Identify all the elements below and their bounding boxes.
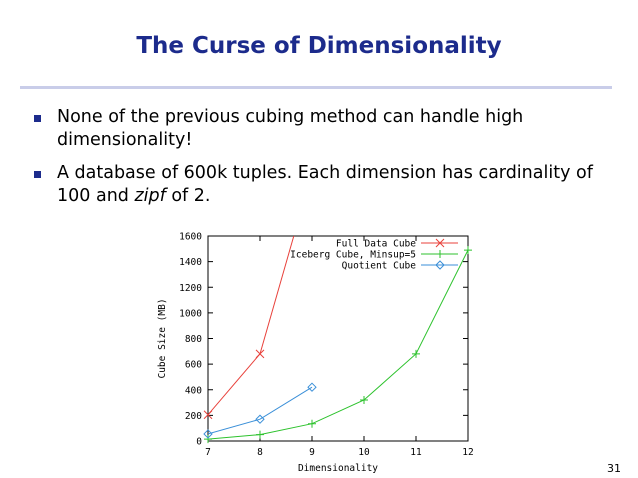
x-tick-label: 11 [410,447,422,458]
y-tick-label: 1600 [179,232,202,243]
bullet-item: None of the previous cubing method can h… [34,106,594,152]
y-tick-label: 1000 [179,308,202,319]
data-point-quotient-cube [307,382,317,392]
slide-title: The Curse of Dimensionality [136,33,502,59]
x-axis-label: Dimensionality [298,463,378,473]
x-tick-label: 10 [358,447,370,458]
square-bullet-icon [34,171,41,178]
data-point-iceberg-cube-minsup-5 [308,419,316,428]
y-tick-label: 1400 [179,257,202,268]
chart-svg: 0 200 400 600 800 1000 1200 1400 1600 7 8 9 10 11 12 Di… [157,232,474,475]
bullet-text: None of the previous cubing method can h… [57,107,524,150]
data-point-quotient-cube [203,429,213,439]
series-line-iceberg-cube-minsup-5 [208,249,468,440]
legend-marker-quotient-cube [435,260,445,270]
data-point-iceberg-cube-minsup-5 [256,430,264,439]
data-point-quotient-cube [255,414,265,424]
data-point-iceberg-cube-minsup-5 [360,396,368,404]
data-point-iceberg-cube-minsup-5 [412,349,420,358]
series-line-quotient-cube [208,386,313,435]
data-point-full-data-cube [203,410,213,420]
plot-frame [207,235,469,442]
data-point-iceberg-cube-minsup-5 [464,246,472,255]
data-point-full-data-cube [255,349,265,359]
y-tick-label: 800 [185,334,202,345]
y-tick-label: 400 [185,385,202,396]
x-tick-label: 12 [462,447,473,458]
data-point-iceberg-cube-minsup-5 [204,435,212,444]
x-tick-label: 7 [205,447,211,458]
legend-marker-full-data-cube [435,238,445,248]
y-tick-label: 200 [185,411,202,422]
legend-marker-iceberg-cube-minsup-5 [436,250,444,258]
y-tick-label: 1200 [179,283,202,294]
y-axis-label: Cube Size (MB) [157,298,168,378]
x-tick-label: 9 [309,447,315,458]
bullet-item: A database of 600k tuples. Each dimensio… [34,162,594,208]
legend-label: Full Data Cube [336,239,416,250]
square-bullet-icon [34,115,41,122]
bullet-text: of 2. [165,186,211,206]
bullet-list: None of the previous cubing method can h… [34,106,594,218]
bullet-text: A database of 600k tuples. Each dimensio… [57,163,593,206]
page-number: 31 [607,462,621,475]
y-tick-label: 600 [185,360,202,371]
legend-label: Iceberg Cube, Minsup=5 [290,250,416,261]
legend-label: Quotient Cube [342,261,417,272]
y-tick-label: 0 [196,437,202,448]
series-line-full-data-cube [208,236,295,416]
title-divider [20,86,612,89]
bullet-text-italic: zipf [134,186,166,206]
chart: 0 200 400 600 800 1000 1200 1400 1600 7 8 9 10 11 12 Di… [150,225,480,477]
x-tick-label: 8 [257,447,263,458]
